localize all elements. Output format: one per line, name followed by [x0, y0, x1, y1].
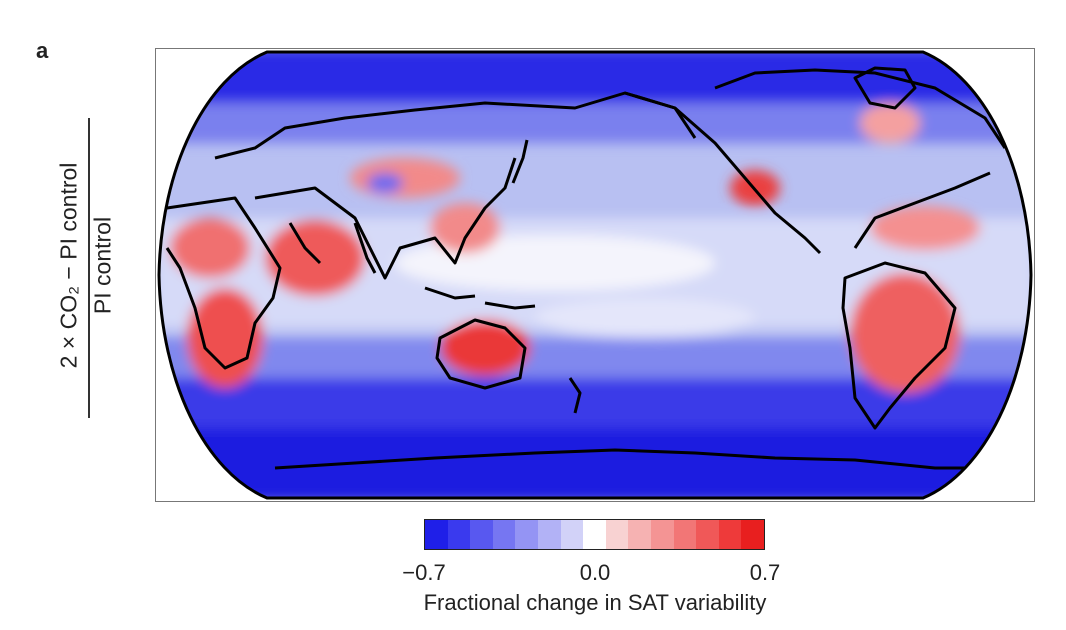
colorbar-segment — [537, 520, 561, 549]
panel-label: a — [36, 38, 49, 63]
anomaly-field — [159, 52, 1031, 498]
map-frame — [155, 48, 1035, 502]
colorbar-segment — [425, 520, 448, 549]
colorbar-max-tick: 0.7 — [749, 560, 781, 585]
colorbar-segment — [583, 520, 606, 549]
coastlines — [165, 66, 1007, 470]
colorbar-segment — [492, 520, 516, 549]
y-label-numerator: 2 × CO₂ − PI control — [55, 162, 82, 369]
y-axis-label: 2 × CO₂ − PI control PI control — [56, 112, 120, 422]
colorbar-mid-tick: 0.0 — [579, 560, 611, 585]
colorbar-min-tick: −0.7 — [402, 560, 446, 585]
globe-outline — [157, 50, 1033, 500]
colorbar-segment — [741, 520, 764, 549]
colorbar-title: Fractional change in SAT variability — [423, 590, 767, 615]
colorbar-segment — [718, 520, 742, 549]
colorbar-segment — [605, 520, 629, 549]
colorbar-segment — [673, 520, 697, 549]
world-map — [157, 50, 1033, 500]
colorbar-segment — [650, 520, 674, 549]
colorbar-segment — [447, 520, 471, 549]
colorbar — [424, 519, 765, 550]
colorbar-segment — [515, 520, 538, 549]
colorbar-segment — [560, 520, 584, 549]
colorbar-segment — [470, 520, 493, 549]
colorbar-segment — [628, 520, 651, 549]
y-label-denominator: PI control — [89, 216, 116, 315]
fraction-bar — [88, 118, 90, 418]
colorbar-segment — [696, 520, 719, 549]
